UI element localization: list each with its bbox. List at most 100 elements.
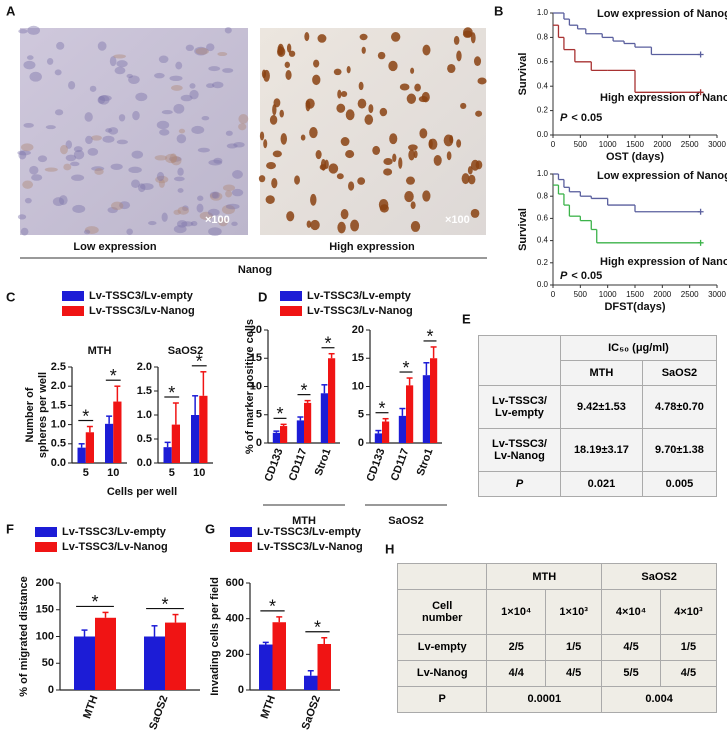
- nucleus: [94, 168, 104, 175]
- bar: [304, 402, 312, 443]
- nucleus: [271, 177, 278, 189]
- nucleus: [263, 69, 270, 82]
- x-tick-label: 3000: [708, 140, 726, 149]
- y-tick-label: 400: [226, 613, 244, 625]
- nucleus: [272, 150, 282, 158]
- nucleus: [310, 193, 317, 206]
- nucleus: [357, 177, 366, 185]
- bar: [171, 424, 180, 463]
- header: SaOS2: [641, 360, 718, 387]
- y-tick-label: 0.4: [537, 236, 549, 245]
- row-label: Lv-TSSC3/Lv-Nanog: [478, 428, 561, 472]
- cell: [396, 562, 488, 591]
- nucleus: [177, 188, 184, 193]
- y-axis-label: Survival: [517, 53, 529, 96]
- y-tick-label: 0.5: [137, 433, 152, 445]
- bar: [280, 426, 288, 443]
- nucleus: [470, 208, 480, 218]
- nucleus: [404, 191, 414, 203]
- bar: [272, 432, 280, 443]
- p-text: < 0.05: [571, 270, 602, 282]
- cell: 9.70±1.38: [641, 428, 718, 472]
- y-tick-label: 0.2: [537, 258, 549, 267]
- nucleus: [91, 166, 105, 171]
- significance: *: [426, 327, 433, 347]
- nucleus: [156, 171, 165, 182]
- cell: 5/5: [601, 659, 661, 687]
- cell: 9.42±1.53: [559, 385, 643, 430]
- text: Cell: [432, 599, 453, 612]
- significance: *: [276, 404, 283, 424]
- nucleus: [419, 128, 428, 139]
- significance: *: [82, 406, 89, 426]
- significance: *: [168, 383, 175, 403]
- nucleus: [378, 198, 389, 211]
- nucleus: [233, 141, 245, 148]
- legend-swatch: [280, 306, 302, 316]
- nucleus: [208, 159, 223, 166]
- nucleus: [126, 228, 133, 235]
- censor-mark: [697, 51, 704, 58]
- nucleus: [159, 129, 170, 136]
- group-title: SaOS2: [168, 345, 203, 357]
- nucleus: [44, 167, 58, 172]
- nucleus: [29, 165, 39, 175]
- nucleus: [54, 69, 62, 76]
- nucleus: [475, 110, 483, 117]
- legend-label: Lv-TSSC3/Lv-Nanog: [307, 305, 413, 317]
- x-axis-label: OST (days): [606, 151, 664, 163]
- nucleus: [177, 206, 189, 215]
- cell: 4/5: [601, 633, 661, 661]
- row-label: Cell number: [396, 589, 488, 635]
- nucleus: [173, 176, 185, 182]
- x-tick-label: MTH: [81, 694, 100, 721]
- x-tick-label: 2000: [653, 290, 671, 299]
- bar: [374, 433, 382, 443]
- nucleus: [108, 127, 119, 135]
- nucleus: [209, 191, 219, 199]
- nucleus: [171, 84, 183, 91]
- nucleus: [189, 89, 199, 100]
- y-tick-label: 0: [48, 684, 54, 696]
- nucleus: [456, 139, 462, 148]
- nucleus: [231, 221, 238, 227]
- nucleus: [213, 157, 223, 164]
- nucleus: [304, 32, 310, 42]
- nucleus: [161, 109, 173, 115]
- nucleus: [131, 179, 140, 188]
- cell: 0.021: [559, 470, 643, 498]
- nucleus: [310, 219, 320, 231]
- nucleus: [428, 138, 438, 150]
- nucleus: [225, 130, 233, 136]
- panel-label: H: [385, 541, 394, 556]
- nucleus: [180, 94, 193, 102]
- panel-label: D: [258, 289, 267, 304]
- nucleus: [131, 150, 144, 159]
- x-tick-label: 500: [574, 140, 588, 149]
- nucleus: [350, 219, 360, 232]
- x-tick-label: CD133: [365, 447, 388, 483]
- annotation: High expression of Nanog: [600, 92, 727, 104]
- nucleus: [209, 192, 223, 201]
- nucleus: [460, 102, 467, 110]
- nucleus: [406, 93, 417, 104]
- x-tick-label: 2500: [681, 140, 699, 149]
- nucleus: [383, 157, 393, 166]
- y-tick-label: 5: [358, 409, 364, 421]
- nucleus: [70, 161, 80, 167]
- y-tick-label: 15: [250, 352, 262, 364]
- header: 1×10⁴: [486, 589, 547, 635]
- y-tick-label: 1.0: [537, 8, 549, 17]
- nucleus: [357, 98, 367, 109]
- nucleus: [217, 52, 228, 57]
- legend-swatch: [62, 291, 84, 301]
- nucleus: [467, 166, 473, 175]
- nucleus: [173, 209, 181, 215]
- bar: [272, 622, 286, 690]
- header: IC₅₀ (μg/ml): [559, 334, 718, 362]
- nucleus: [368, 104, 374, 114]
- row-label: Lv-empty: [396, 633, 488, 661]
- nucleus: [84, 112, 93, 122]
- micrograph-low: [20, 28, 248, 235]
